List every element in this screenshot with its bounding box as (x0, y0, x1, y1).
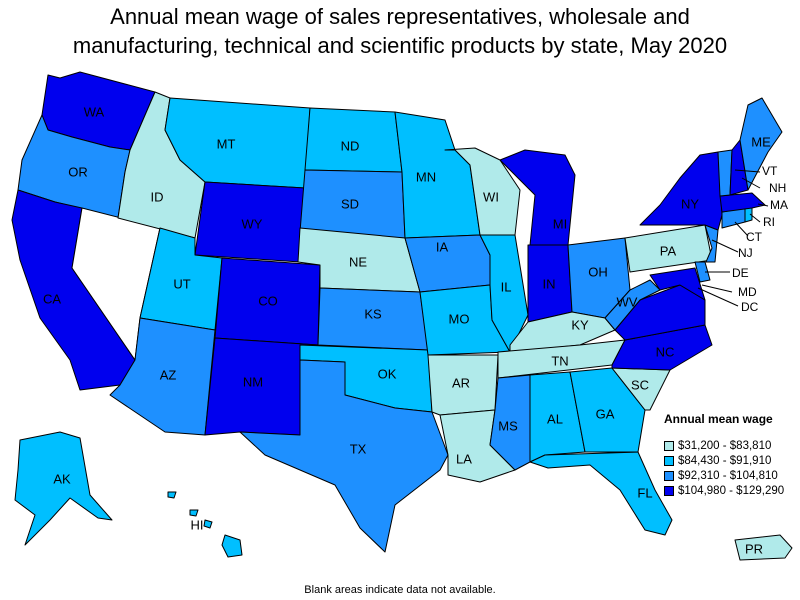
legend-label-4: $104,980 - $129,290 (678, 484, 785, 497)
legend-label-1: $31,200 - $83,810 (678, 439, 772, 452)
map-legend: Annual mean wage $31,200 - $83,810 $84,4… (664, 412, 784, 498)
label-fl: FL (637, 485, 652, 500)
label-me: ME (751, 134, 771, 149)
label-ny: NY (681, 196, 699, 211)
legend-title: Annual mean wage (664, 412, 773, 426)
label-de: DE (732, 266, 749, 280)
label-ma: MA (770, 198, 788, 212)
label-mo: MO (449, 311, 470, 326)
legend-swatch-4 (664, 485, 674, 496)
label-ut: UT (173, 276, 190, 291)
label-md: MD (738, 285, 757, 299)
state-labels: WA OR CA ID MT WY UT AZ CO NM ND SD NE K… (43, 104, 788, 556)
label-ak: AK (53, 471, 71, 486)
leader-lines (697, 169, 769, 307)
title-line-1: Annual mean wage of sales representative… (110, 4, 690, 29)
state-mn[interactable] (394, 111, 481, 239)
legend-label-2: $84,430 - $91,910 (678, 454, 772, 467)
state-md[interactable] (649, 267, 706, 301)
title-line-2: manufacturing, technical and scientific … (72, 33, 728, 58)
state-tx[interactable] (239, 359, 449, 553)
map-title: Annual mean wage of sales representative… (0, 2, 800, 60)
label-pa: PA (660, 243, 677, 258)
state-fl[interactable] (529, 451, 673, 536)
label-wa: WA (84, 104, 105, 119)
label-nm: NM (243, 374, 263, 389)
label-nd: ND (341, 138, 360, 153)
legend-item-1: $31,200 - $83,810 (664, 438, 784, 453)
label-pr: PR (745, 541, 763, 556)
label-wi: WI (483, 189, 499, 204)
label-vt: VT (762, 164, 778, 178)
label-ne: NE (349, 254, 367, 269)
label-il: IL (501, 279, 512, 294)
footnote: Blank areas indicate data not available. (304, 584, 496, 596)
state-ny[interactable] (639, 151, 723, 231)
label-tn: TN (551, 353, 568, 368)
label-ca: CA (43, 291, 61, 306)
label-nh: NH (769, 181, 786, 195)
label-ri: RI (763, 215, 775, 229)
state-mi[interactable] (499, 149, 576, 246)
label-oh: OH (588, 264, 608, 279)
label-wv: WV (617, 294, 638, 309)
label-az: AZ (160, 367, 177, 382)
label-in: IN (543, 276, 556, 291)
state-ak[interactable] (14, 431, 113, 546)
state-ma[interactable] (719, 192, 766, 213)
state-il[interactable] (479, 234, 529, 353)
label-ar: AR (452, 375, 470, 390)
legend-item-4: $104,980 - $129,290 (664, 483, 784, 498)
legend-swatch-1 (664, 440, 674, 451)
label-la: LA (456, 451, 472, 466)
legend-item-2: $84,430 - $91,910 (664, 453, 784, 468)
state-hi[interactable] (167, 491, 243, 558)
label-mt: MT (217, 136, 236, 151)
label-or: OR (68, 164, 88, 179)
label-sd: SD (341, 196, 359, 211)
legend-swatch-2 (664, 455, 674, 466)
label-tx: TX (350, 441, 367, 456)
label-ia: IA (436, 239, 449, 254)
label-ct: CT (746, 230, 763, 244)
label-co: CO (258, 293, 278, 308)
label-sc: SC (631, 377, 649, 392)
label-ga: GA (596, 406, 615, 421)
state-az[interactable] (109, 317, 216, 436)
label-id: ID (151, 189, 164, 204)
label-wy: WY (242, 216, 263, 231)
state-pr[interactable] (734, 534, 793, 561)
label-nj: NJ (738, 246, 753, 260)
state-de[interactable] (694, 261, 711, 283)
state-al[interactable] (529, 371, 586, 463)
state-ga[interactable] (569, 367, 646, 453)
label-nc: NC (656, 344, 675, 359)
label-ks: KS (364, 306, 382, 321)
label-al: AL (547, 411, 563, 426)
label-mi: MI (553, 216, 567, 231)
state-me[interactable] (739, 97, 783, 191)
label-ms: MS (498, 418, 518, 433)
label-mn: MN (416, 169, 436, 184)
label-ok: OK (378, 366, 397, 381)
state-ca[interactable] (11, 189, 136, 391)
legend-swatch-3 (664, 470, 674, 481)
label-hi: HI (191, 517, 204, 532)
label-dc: DC (741, 300, 759, 314)
legend-label-3: $92,310 - $104,810 (678, 469, 778, 482)
legend-item-3: $92,310 - $104,810 (664, 468, 784, 483)
label-ky: KY (571, 317, 589, 332)
